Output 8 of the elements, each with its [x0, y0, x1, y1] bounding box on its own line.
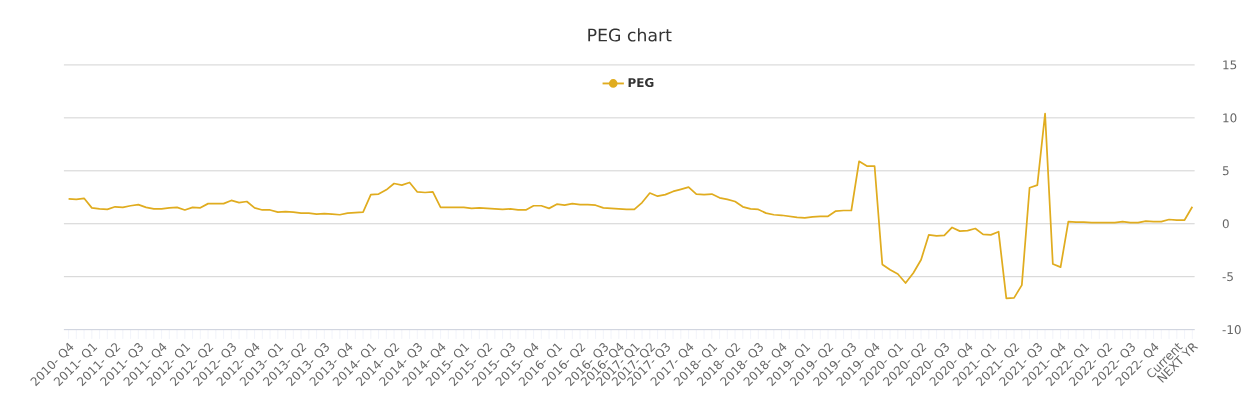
y-tick-label: -5: [1222, 272, 1233, 282]
legend-label: PEG: [628, 78, 654, 88]
y-tick-label: 15: [1223, 60, 1237, 70]
y-tick-label: 0: [1222, 219, 1229, 229]
y-tick-label: 10: [1223, 113, 1237, 123]
y-tick-label: 5: [1222, 166, 1229, 176]
chart-title: PEG chart: [588, 28, 672, 42]
y-tick-label: -10: [1222, 325, 1241, 335]
